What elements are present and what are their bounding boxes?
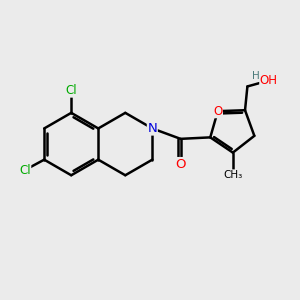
- Text: CH₃: CH₃: [223, 170, 242, 180]
- Text: OH: OH: [260, 74, 278, 87]
- Text: Cl: Cl: [19, 164, 31, 177]
- Text: N: N: [147, 122, 157, 135]
- Text: O: O: [213, 105, 222, 118]
- Text: H: H: [252, 71, 259, 81]
- Text: Cl: Cl: [65, 84, 77, 97]
- Text: O: O: [175, 158, 186, 171]
